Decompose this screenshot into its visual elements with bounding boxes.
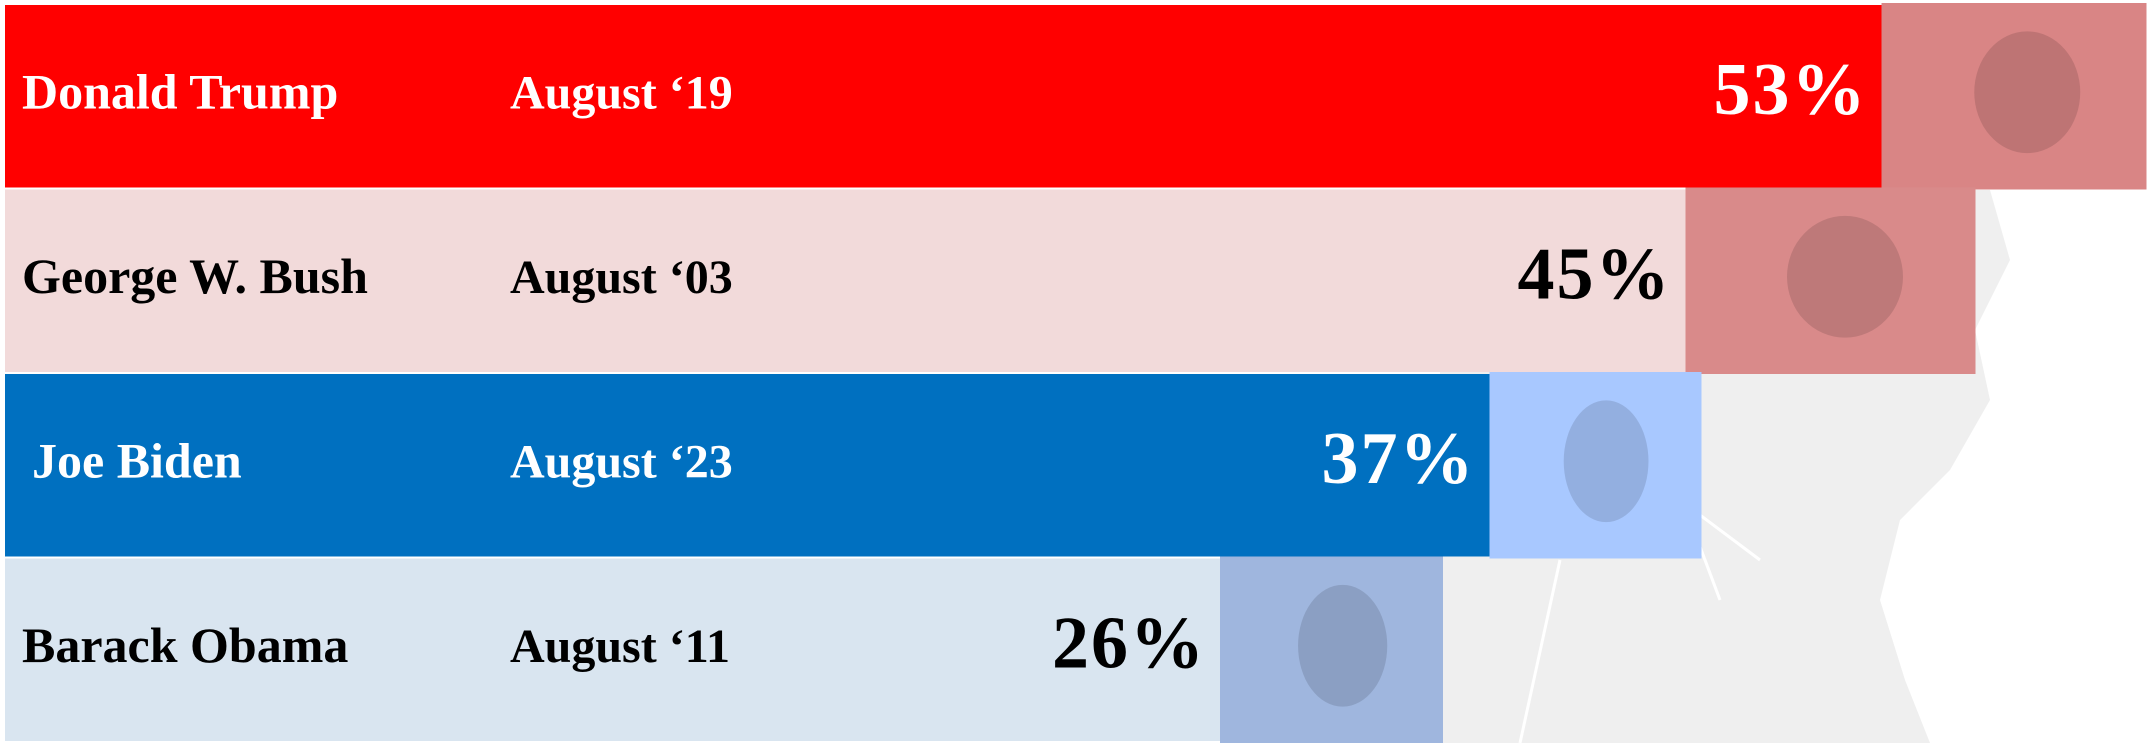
photo [1685,187,1976,374]
bar [5,189,1686,372]
photo-face [1787,215,1903,338]
bar [5,558,1220,741]
photo-face [1298,584,1388,707]
category-label: Donald Trump [22,64,338,120]
photo-face [1974,31,2081,154]
photo-face [1563,400,1649,523]
date-label: August ‘23 [510,435,733,488]
photo [1220,556,1443,743]
bar [5,374,1490,557]
date-label: August ‘03 [510,251,733,304]
photo [1489,372,1702,559]
bar [5,5,1882,188]
category-label: Barack Obama [22,617,348,673]
value-label: 26% [1052,603,1206,685]
value-label: 53% [1714,49,1868,131]
category-label: George W. Bush [22,248,368,304]
photo [1881,3,2147,190]
value-label: 37% [1322,418,1476,500]
value-label: 45% [1518,234,1672,316]
date-label: August ‘11 [510,620,730,673]
category-label: Joe Biden [32,433,242,489]
date-label: August ‘19 [510,66,733,119]
